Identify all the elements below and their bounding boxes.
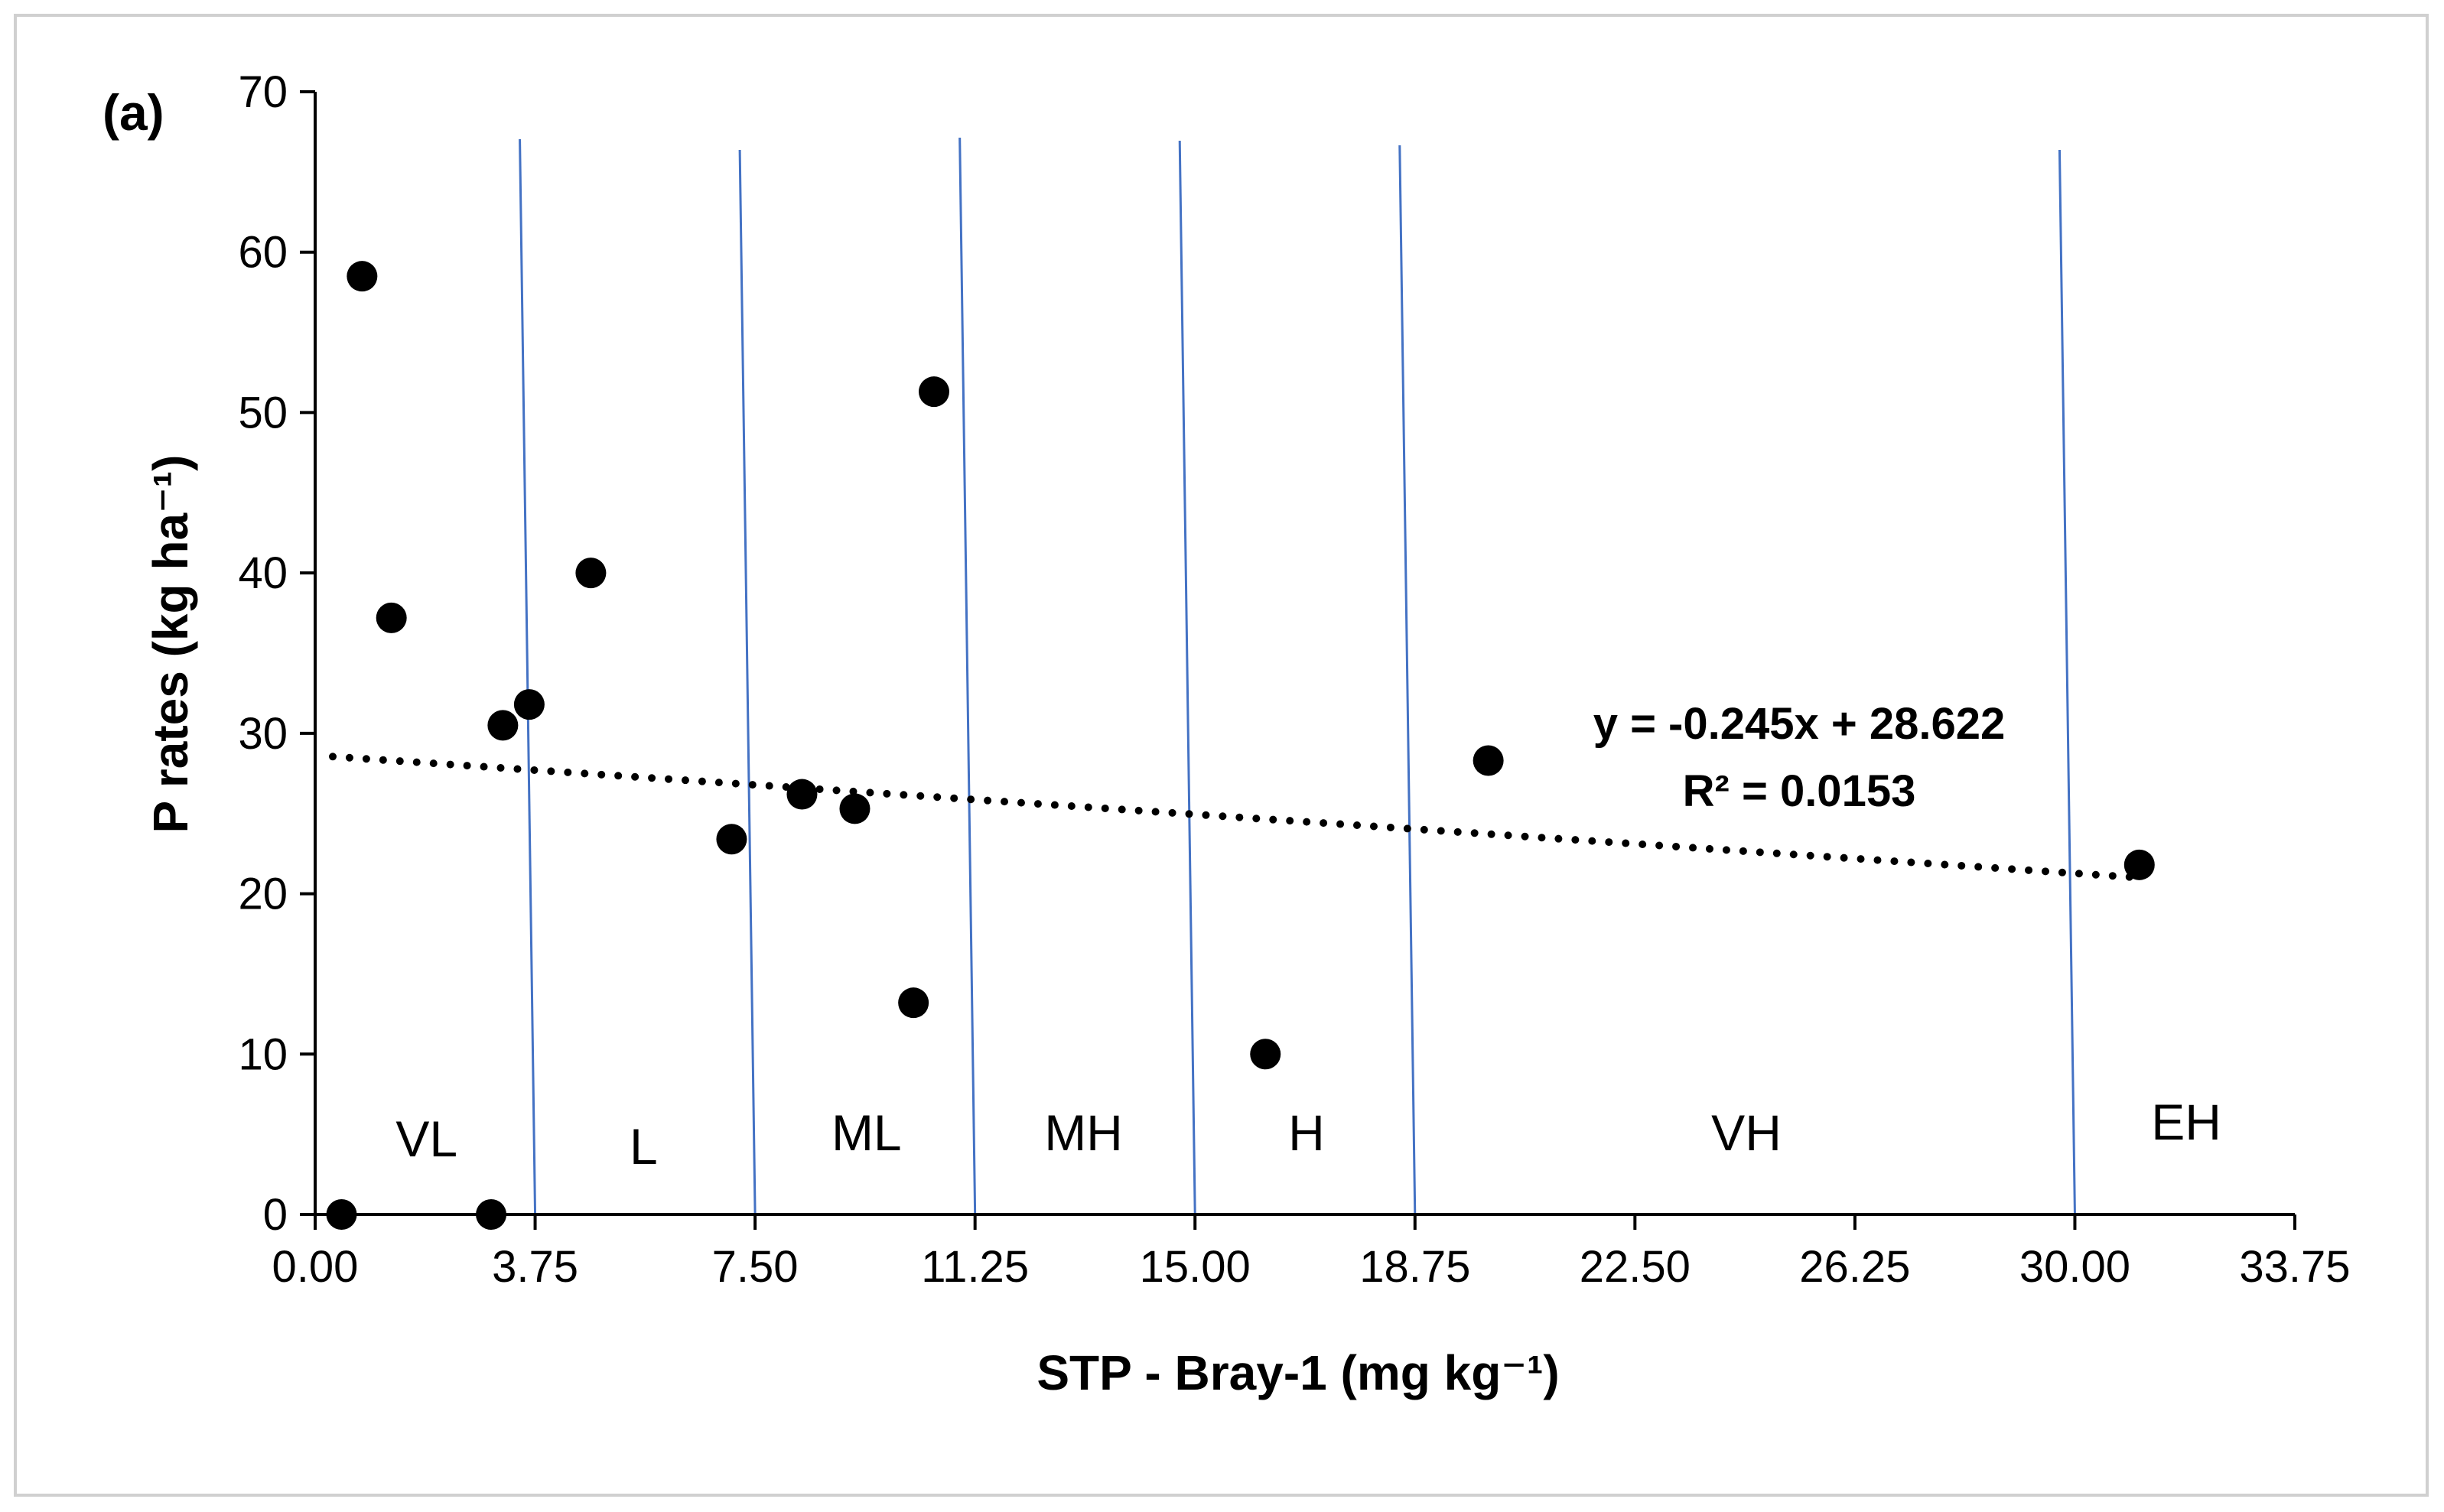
data-point [1250,1039,1281,1070]
zone-boundary-line [519,138,537,1215]
data-point [786,779,818,810]
data-point [347,261,378,292]
data-point [1473,745,1504,776]
data-point [476,1199,507,1230]
zone-boundary-line [1178,140,1196,1215]
x-tick-label: 7.50 [712,1242,799,1292]
scatter-chart: 0 10 20 30 40 50 60 70 0.00 3.75 7.50 11.25 15.00 18.… [103,67,2351,1400]
y-tick-label: 60 [238,228,288,278]
x-tick-label: 22.50 [1580,1242,1691,1292]
data-point [326,1199,357,1230]
x-tick-label: 15.00 [1140,1242,1251,1292]
y-tick-label: 10 [238,1029,288,1079]
chart-frame: 0 10 20 30 40 50 60 70 0.00 3.75 7.50 11.25 15.00 18.… [14,14,2429,1497]
x-tick-label: 26.25 [1799,1242,1910,1292]
data-point [898,987,929,1019]
zone-label: EH [2151,1094,2221,1150]
data-point [2123,849,2155,880]
data-point [716,824,747,855]
zone-boundary-line [738,149,757,1215]
trendline-path [329,753,2138,882]
data-point [513,689,545,720]
zone-boundary-line [958,137,977,1215]
y-tick-label: 20 [238,870,288,919]
y-tick-label: 0 [263,1190,288,1240]
zone-label: VL [395,1110,457,1167]
panel-label: (a) [103,84,164,141]
data-point [839,793,871,824]
zone-label: L [630,1118,658,1175]
x-axis-title: STP - Bray-1 (mg kg⁻¹) [1037,1345,1559,1400]
x-tick-label: 33.75 [2239,1242,2350,1292]
axes [314,92,2295,1216]
x-tick-label: 18.75 [1359,1242,1470,1292]
trendline-equation: y = -0.245x + 28.622 [1593,699,2006,749]
x-tick-label: 3.75 [492,1242,578,1292]
trendline-r-squared: R² = 0.0153 [1683,766,1916,816]
data-point [918,376,949,408]
y-tick-label: 40 [238,548,288,598]
y-tick-label: 30 [238,709,288,759]
x-tick-label: 11.25 [921,1242,1029,1292]
zone-boundary-line [2058,149,2076,1215]
zone-label: ML [831,1104,902,1161]
x-tick-label: 30.00 [2019,1242,2130,1292]
y-tick-label: 50 [238,388,288,437]
zone-labels: VL L ML MH H VH EH [395,1094,2221,1175]
axis-ticks: 0 10 20 30 40 50 60 70 0.00 3.75 7.50 11.25 15.00 18.… [238,67,2350,1292]
data-point [487,710,519,741]
zone-boundary-line [1398,145,1417,1215]
zone-label: H [1288,1104,1325,1161]
data-point [376,602,407,633]
y-axis-title: P rates (kg ha⁻¹) [143,455,198,834]
trendline [329,753,2138,882]
data-points [326,261,2155,1230]
data-point [575,558,607,589]
zone-label: VH [1711,1104,1782,1161]
zone-boundary-lines [519,137,2076,1215]
zone-label: MH [1044,1104,1123,1161]
y-tick-label: 70 [238,67,288,117]
x-tick-label: 0.00 [272,1242,359,1292]
